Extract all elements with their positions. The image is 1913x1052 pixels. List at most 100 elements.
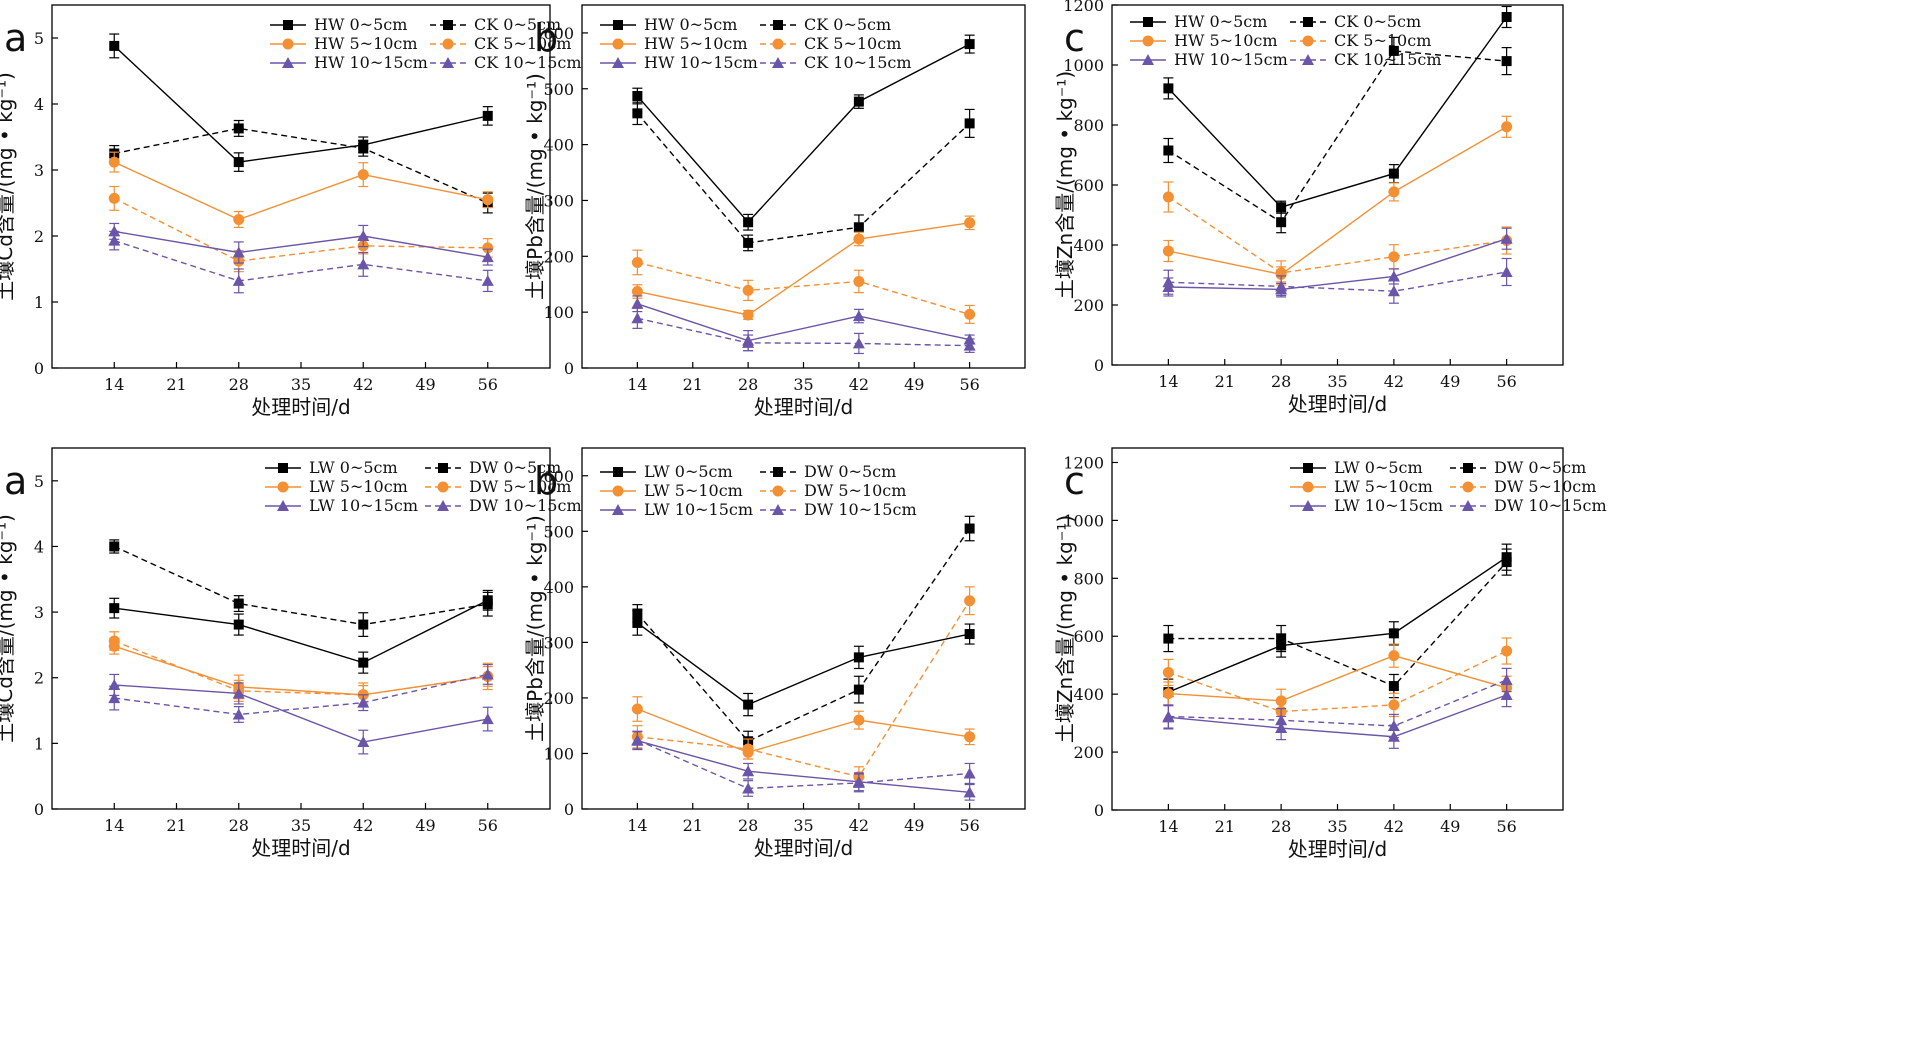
x-axis-title: 处理时间/d — [251, 395, 350, 419]
y-tick-label: 300 — [543, 633, 574, 652]
x-tick-label: 28 — [1271, 817, 1291, 836]
legend-marker — [438, 463, 448, 473]
x-tick-label: 56 — [959, 816, 979, 835]
data-point — [233, 123, 244, 134]
y-tick-label: 2 — [34, 669, 44, 688]
data-point — [853, 96, 864, 107]
series-lw-5-10cm — [631, 696, 976, 760]
data-point — [631, 297, 644, 309]
chart-panel-3: 14 21 28 35 42 49 56 0 200 400 600 800 1000 1200 处理时间/… — [1053, 0, 1564, 416]
y-tick-label: 300 — [543, 191, 574, 210]
series-dw-5-10cm — [631, 586, 976, 788]
x-tick-label: 35 — [793, 816, 813, 835]
series-ck-0-5cm — [632, 101, 975, 252]
legend-label: DW 5~10cm — [804, 481, 906, 500]
legend-label: LW 5~10cm — [644, 481, 743, 500]
data-point — [631, 703, 643, 715]
legend: LW 0~5cm DW 0~5cm LW 5~10cm DW 5~10cm LW 10~… — [1290, 458, 1607, 515]
y-tick-label: 1200 — [1063, 453, 1104, 472]
data-point — [742, 309, 754, 321]
legend: LW 0~5cm DW 0~5cm LW 5~10cm DW 5~10cm LW 10~… — [600, 462, 917, 519]
series-lw-5-10cm — [1162, 643, 1513, 714]
x-tick-label: 21 — [683, 375, 703, 394]
x-tick-label: 49 — [1440, 817, 1460, 836]
data-point — [963, 786, 976, 798]
series-ck-10-15cm — [108, 230, 494, 294]
data-point — [358, 143, 369, 154]
data-point — [1388, 45, 1399, 56]
series-line — [1167, 16, 1508, 208]
legend-marker — [1462, 500, 1474, 511]
data-point — [1162, 191, 1174, 203]
data-point — [358, 657, 369, 668]
y-tick-label: 200 — [543, 689, 574, 708]
legend-marker — [283, 20, 293, 30]
legend-label: HW 0~5cm — [314, 15, 407, 34]
data-point — [1387, 285, 1400, 297]
y-axis-title: 土壤Cd含量/(mg • kg⁻¹) — [0, 514, 17, 743]
x-tick-label: 28 — [229, 375, 249, 394]
data-point — [108, 192, 120, 204]
legend-marker — [772, 57, 784, 68]
data-point — [1388, 628, 1399, 639]
legend-marker — [1142, 54, 1154, 65]
series-lw-0-5cm — [632, 610, 975, 717]
y-tick-label: 1200 — [1063, 0, 1104, 15]
legend-marker — [613, 467, 623, 477]
series-line — [113, 545, 488, 626]
legend-marker — [443, 20, 453, 30]
legend-label: CK 0~5cm — [474, 15, 561, 34]
x-tick-label: 35 — [1327, 817, 1347, 836]
legend-marker — [437, 481, 449, 493]
legend-marker — [612, 504, 624, 515]
y-tick-label: 2 — [34, 227, 44, 246]
y-tick-label: 1 — [34, 734, 44, 753]
series-line — [1168, 654, 1507, 702]
x-tick-label: 14 — [627, 816, 647, 835]
x-tick-label: 21 — [166, 375, 186, 394]
data-point — [742, 336, 755, 348]
y-tick-label: 200 — [1073, 296, 1104, 315]
legend-marker — [278, 463, 288, 473]
data-point — [1500, 673, 1513, 685]
legend-label: LW 10~15cm — [644, 500, 753, 519]
y-axis-title: 土壤Pb含量/(mg • kg⁻¹) — [523, 73, 547, 300]
legend-label: HW 5~10cm — [644, 34, 748, 53]
data-point — [631, 285, 643, 297]
x-tick-label: 28 — [738, 816, 758, 835]
series-dw-10-15cm — [108, 663, 494, 723]
data-point — [631, 256, 643, 268]
data-point — [1162, 276, 1175, 288]
y-axis-title: 土壤Zn含量/(mg • kg⁻¹) — [1053, 71, 1077, 299]
data-point — [853, 714, 865, 726]
x-tick-label: 56 — [959, 375, 979, 394]
data-point — [743, 217, 754, 228]
chart-panel-1: 14 21 28 35 42 49 56 0 1 2 3 4 5 处理时间/d 土壤Cd含量/(mg • k… — [0, 4, 582, 419]
data-point — [742, 765, 755, 777]
data-point — [108, 234, 121, 246]
data-point — [232, 687, 245, 699]
data-point — [357, 736, 370, 748]
y-tick-label: 1000 — [1063, 511, 1104, 530]
legend-label: LW 10~15cm — [1334, 496, 1443, 515]
x-tick-label: 21 — [1215, 372, 1235, 391]
data-point — [1388, 650, 1400, 662]
legend-label: DW 10~15cm — [804, 500, 917, 519]
series-line — [113, 197, 488, 262]
x-tick-label: 56 — [1496, 817, 1516, 836]
y-tick-label: 200 — [543, 247, 574, 266]
y-tick-label: 600 — [543, 467, 574, 486]
data-point — [357, 169, 369, 181]
x-tick-label: 49 — [415, 375, 435, 394]
series-hw-0-5cm — [1163, 5, 1512, 214]
data-point — [963, 767, 976, 779]
series-line — [637, 740, 970, 794]
data-point — [1275, 280, 1288, 292]
data-point — [1500, 232, 1513, 244]
legend-marker — [1302, 481, 1314, 493]
y-tick-label: 100 — [543, 744, 574, 763]
series-hw-5-10cm — [1162, 115, 1513, 283]
data-point — [232, 246, 245, 258]
legend-label: DW 0~5cm — [1494, 458, 1586, 477]
legend-label: LW 5~10cm — [309, 477, 408, 496]
